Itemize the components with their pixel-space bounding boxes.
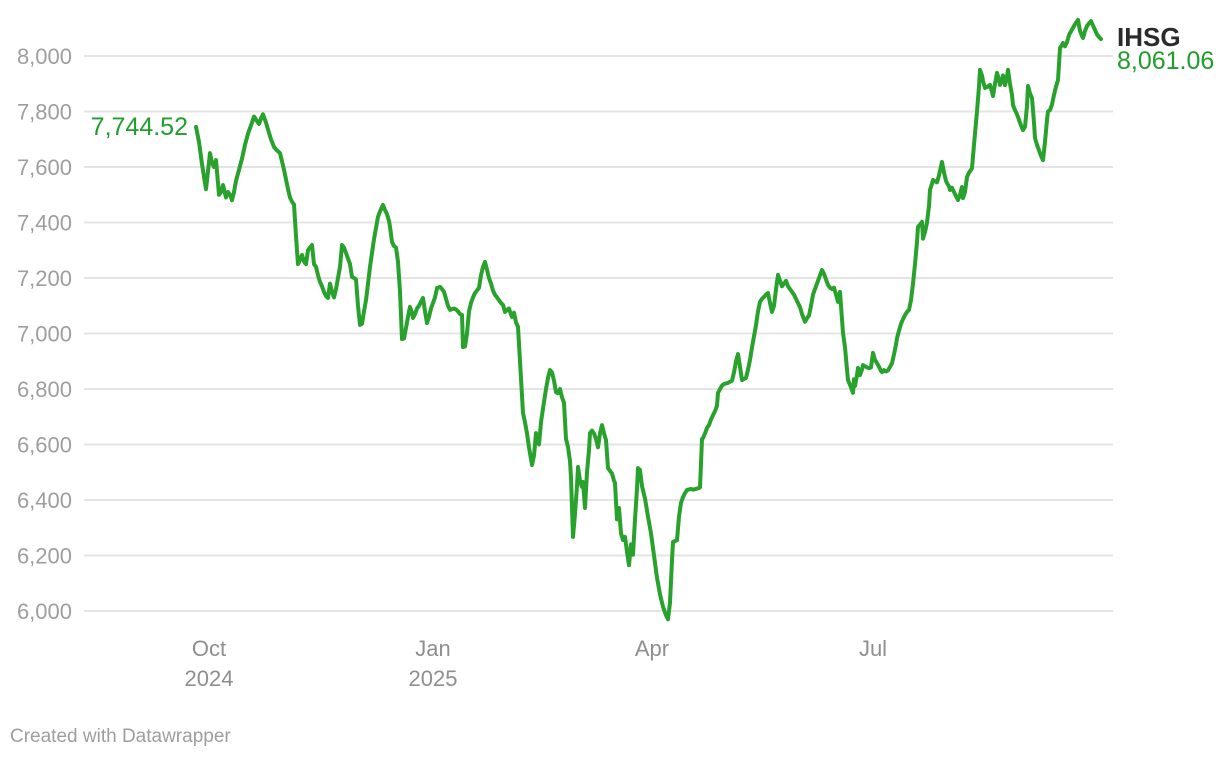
x-tick-label-month: Jul [859, 636, 887, 661]
x-tick-label-year: 2025 [409, 666, 458, 691]
y-tick-label: 6,400 [17, 488, 72, 513]
series-end-value-label: 8,061.06 [1117, 47, 1215, 75]
y-tick-label: 7,400 [17, 211, 72, 236]
x-tick-label-month: Apr [635, 636, 669, 661]
series-start-value-label: 7,744.52 [90, 113, 188, 141]
series-name-label: IHSG [1117, 22, 1181, 52]
datawrapper-credit: Created with Datawrapper [10, 726, 231, 747]
y-tick-label: 7,200 [17, 266, 72, 291]
y-tick-label: 6,800 [17, 377, 72, 402]
y-tick-label: 6,000 [17, 599, 72, 624]
price-line-series [194, 17, 1103, 622]
y-tick-label: 8,000 [17, 44, 72, 69]
y-tick-label: 7,000 [17, 322, 72, 347]
x-tick-label-month: Jan [415, 636, 450, 661]
y-tick-label: 6,600 [17, 433, 72, 458]
y-tick-label: 7,600 [17, 155, 72, 180]
y-tick-label: 6,200 [17, 544, 72, 569]
y-tick-label: 7,800 [17, 100, 72, 125]
x-tick-label-year: 2024 [185, 666, 234, 691]
x-tick-label-month: Oct [192, 636, 226, 661]
